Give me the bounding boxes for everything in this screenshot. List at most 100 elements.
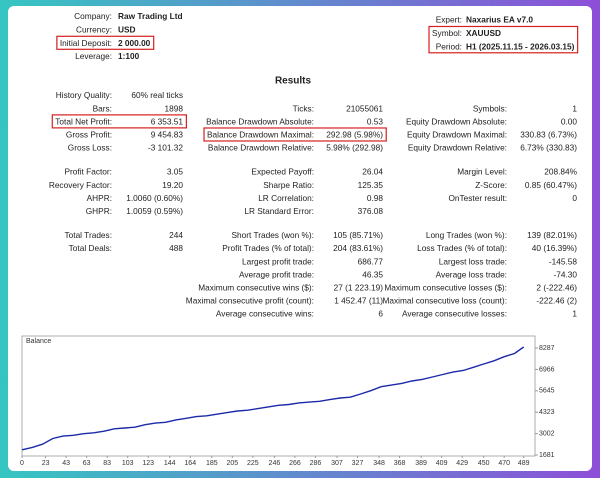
stat-label: Total Deals: — [69, 243, 112, 253]
y-tick-label: 6966 — [539, 366, 555, 373]
stat-value: 0.53 — [367, 116, 384, 126]
x-tick-label: 368 — [394, 460, 406, 467]
stat-value: 0.00 — [561, 116, 578, 126]
stat-label: Sharpe Ratio: — [263, 180, 314, 190]
stat-label: LR Correlation: — [258, 193, 314, 203]
stat-label: Margin Level: — [457, 167, 507, 177]
x-tick-label: 470 — [498, 460, 510, 467]
header-label: Expert: — [436, 15, 462, 25]
x-tick-label: 307 — [331, 460, 343, 467]
x-tick-label: 83 — [103, 460, 111, 467]
stat-label: Largest loss trade: — [439, 256, 507, 266]
stat-label: OnTester result: — [448, 193, 507, 203]
stat-value: 3.05 — [167, 167, 184, 177]
header-value: Naxarius EA v7.0 — [466, 15, 533, 25]
x-tick-label: 348 — [373, 460, 385, 467]
x-tick-label: 205 — [226, 460, 238, 467]
stat-label: Maximal consecutive profit (count): — [186, 296, 314, 306]
highlight-box — [56, 35, 155, 50]
stat-label: Bars: — [93, 103, 112, 113]
stat-value: 6 — [378, 309, 383, 319]
stat-label: Z-Score: — [475, 180, 507, 190]
stat-label: Gross Profit: — [66, 129, 112, 139]
stat-label: Maximal consecutive loss (count): — [383, 296, 508, 306]
header-label: Symbol: — [432, 28, 462, 38]
stat-value: 105 (85.71%) — [333, 230, 383, 240]
stat-label: Average consecutive wins: — [216, 309, 314, 319]
stat-label: AHPR: — [87, 193, 112, 203]
stat-value: 0 — [572, 193, 577, 203]
stat-value: -222.46 (2) — [536, 296, 577, 306]
stat-label: Maximum consecutive wins ($): — [198, 282, 314, 292]
y-tick-label: 3002 — [539, 430, 555, 437]
stat-value: 204 (83.61%) — [333, 243, 383, 253]
stat-label: Gross Loss: — [68, 143, 112, 153]
stat-label: Average profit trade: — [239, 269, 314, 279]
stat-label: Ticks: — [293, 103, 314, 113]
stat-value: 1 — [572, 309, 577, 319]
x-tick-label: 185 — [206, 460, 218, 467]
stat-label: Symbols: — [473, 103, 507, 113]
x-tick-label: 103 — [122, 460, 134, 467]
stat-label: Average loss trade: — [436, 269, 507, 279]
x-tick-label: 23 — [42, 460, 50, 467]
x-tick-label: 63 — [83, 460, 91, 467]
stat-value: 19.20 — [162, 180, 183, 190]
stat-label: Short Trades (won %): — [231, 230, 314, 240]
stat-value: 1.0059 (0.59%) — [126, 206, 183, 216]
stat-label: Equity Drawdown Maximal: — [407, 129, 507, 139]
chart-title: Balance — [26, 338, 51, 345]
y-tick-label: 8287 — [539, 345, 555, 352]
stat-value: 5.98% (292.98) — [326, 143, 383, 153]
x-tick-label: 489 — [518, 460, 530, 467]
stat-value: 139 (82.01%) — [527, 230, 577, 240]
stat-label: Recovery Factor: — [49, 180, 112, 190]
header-value: H1 (2025.11.15 - 2026.03.15) — [466, 41, 575, 51]
stat-label: Expected Payoff: — [251, 167, 314, 177]
stat-value: -3 101.32 — [148, 143, 183, 153]
stat-value: 1898 — [165, 103, 184, 113]
stat-value: 60% real ticks — [131, 90, 183, 100]
stat-value: 6 353.51 — [151, 116, 184, 126]
stat-value: 26.04 — [362, 167, 383, 177]
stat-label: Largest profit trade: — [242, 256, 314, 266]
stat-value: 208.84% — [544, 167, 577, 177]
x-tick-label: 43 — [62, 460, 70, 467]
y-tick-label: 5645 — [539, 388, 555, 395]
stat-value: 1 — [572, 103, 577, 113]
stat-value: 292.98 (5.98%) — [326, 129, 383, 139]
highlight-box — [51, 114, 187, 129]
stat-value: 244 — [169, 230, 183, 240]
stat-label: Total Trades: — [65, 230, 113, 240]
x-tick-label: 0 — [20, 460, 24, 467]
stat-label: Equity Drawdown Relative: — [408, 143, 507, 153]
stat-label: Average consecutive losses: — [402, 309, 507, 319]
stat-label: Profit Trades (% of total): — [222, 243, 314, 253]
results-title: Results — [275, 76, 312, 87]
stat-value: -145.58 — [549, 256, 578, 266]
balance-line — [21, 346, 525, 451]
stat-value: 125.35 — [358, 180, 384, 190]
x-tick-label: 266 — [289, 460, 301, 467]
x-tick-label: 409 — [436, 460, 448, 467]
header-label: Company: — [74, 11, 112, 21]
stat-value: 488 — [169, 243, 183, 253]
stat-value: 0.98 — [367, 193, 384, 203]
stat-label: Loss Trades (% of total): — [417, 243, 507, 253]
stat-label: GHPR: — [86, 206, 112, 216]
stat-label: Long Trades (won %): — [426, 230, 507, 240]
stat-value: -74.30 — [553, 269, 577, 279]
x-tick-label: 450 — [478, 460, 490, 467]
header-value: 1:100 — [118, 51, 140, 61]
y-tick-label: 1681 — [539, 452, 555, 459]
header-value: XAUUSD — [466, 28, 501, 38]
highlight-box — [428, 25, 579, 54]
header-label: Leverage: — [75, 51, 112, 61]
x-tick-label: 225 — [247, 460, 259, 467]
x-tick-label: 389 — [415, 460, 427, 467]
stat-label: Balance Drawdown Relative: — [208, 143, 314, 153]
y-tick-label: 4323 — [539, 409, 555, 416]
stat-value: 46.35 — [362, 269, 383, 279]
